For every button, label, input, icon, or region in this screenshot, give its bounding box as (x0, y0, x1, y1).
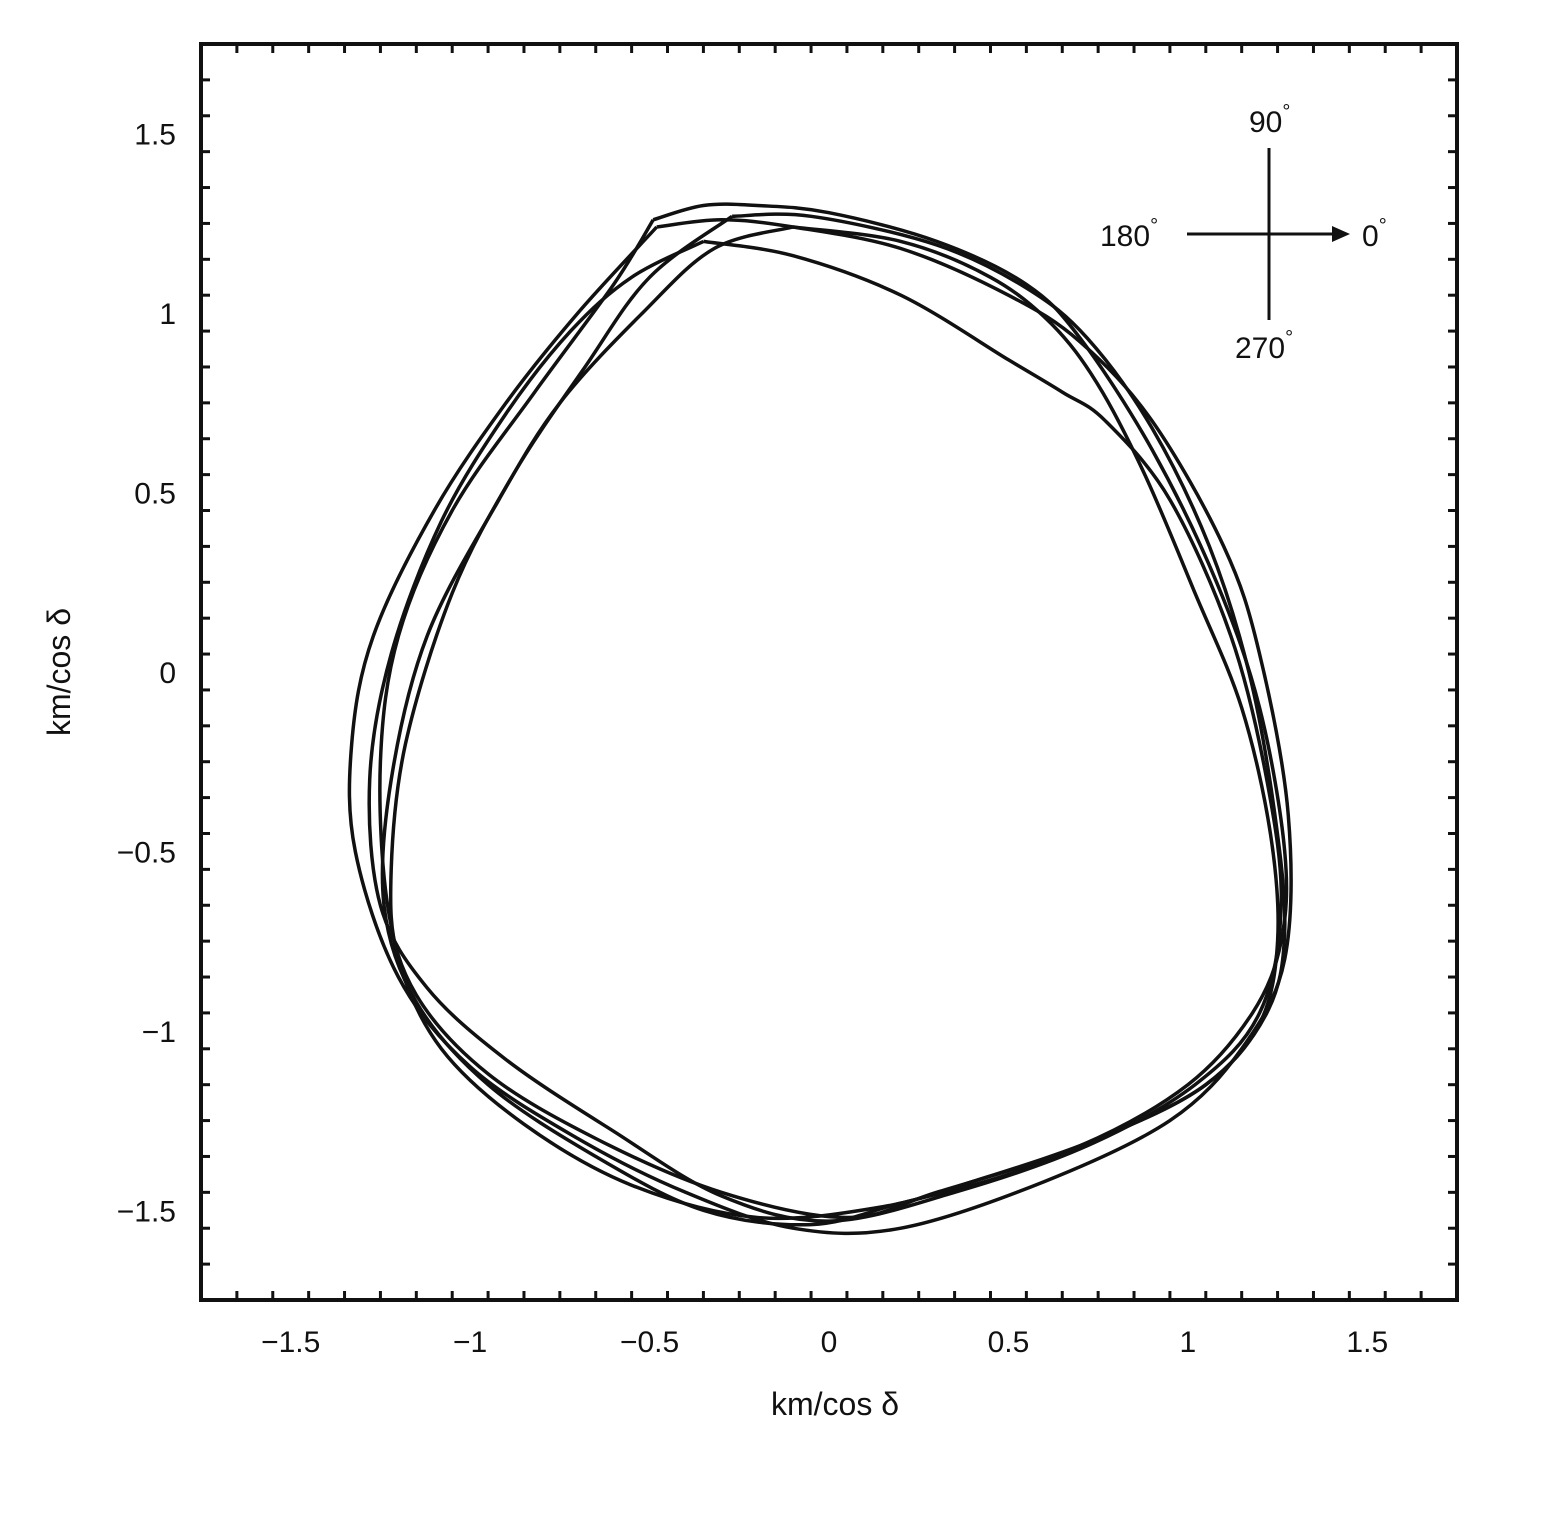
x-tick-label: 1.5 (1346, 1326, 1388, 1359)
compass-label-west: 180° (1100, 215, 1158, 253)
y-tick-label: −1.5 (117, 1195, 176, 1228)
y-tick-label: 0.5 (134, 478, 176, 511)
series-line-4 (367, 239, 1284, 1223)
x-tick-labels: −1.5 −1 −0.5 0 0.5 1 1.5 (261, 1326, 1388, 1359)
y-tick-label: −0.5 (117, 836, 176, 869)
y-tick-label: −1 (142, 1016, 176, 1049)
y-tick-label: 0 (159, 657, 176, 690)
plot-frame (199, 42, 1459, 1302)
x-tick-label: −1 (453, 1326, 487, 1359)
compass-label-east: 0° (1362, 215, 1387, 253)
x-tick-label: −1.5 (261, 1326, 320, 1359)
x-tick-label: 1 (1180, 1326, 1197, 1359)
x-axis-title: km/cos δ (771, 1386, 899, 1422)
axis-ticks (201, 44, 1457, 1300)
series-line-3 (380, 225, 1280, 1227)
compass-rose: 90° 180° 0° 270° (1100, 101, 1387, 365)
y-tick-label: 1 (159, 298, 176, 331)
y-axis-title: km/cos δ (41, 608, 77, 736)
compass-label-south: 270° (1235, 327, 1293, 365)
y-tick-label: 1.5 (134, 119, 176, 152)
x-tick-label: 0.5 (988, 1326, 1030, 1359)
series-line-5 (347, 218, 1293, 1236)
x-tick-label: 0 (821, 1326, 838, 1359)
compass-label-north: 90° (1249, 101, 1290, 139)
compass-arrowhead (1332, 226, 1350, 242)
series-group (347, 202, 1293, 1236)
x-tick-label: −0.5 (620, 1326, 679, 1359)
series-line-2 (388, 212, 1287, 1221)
y-tick-labels: 1.5 1 0.5 0 −0.5 −1 −1.5 (117, 119, 176, 1229)
